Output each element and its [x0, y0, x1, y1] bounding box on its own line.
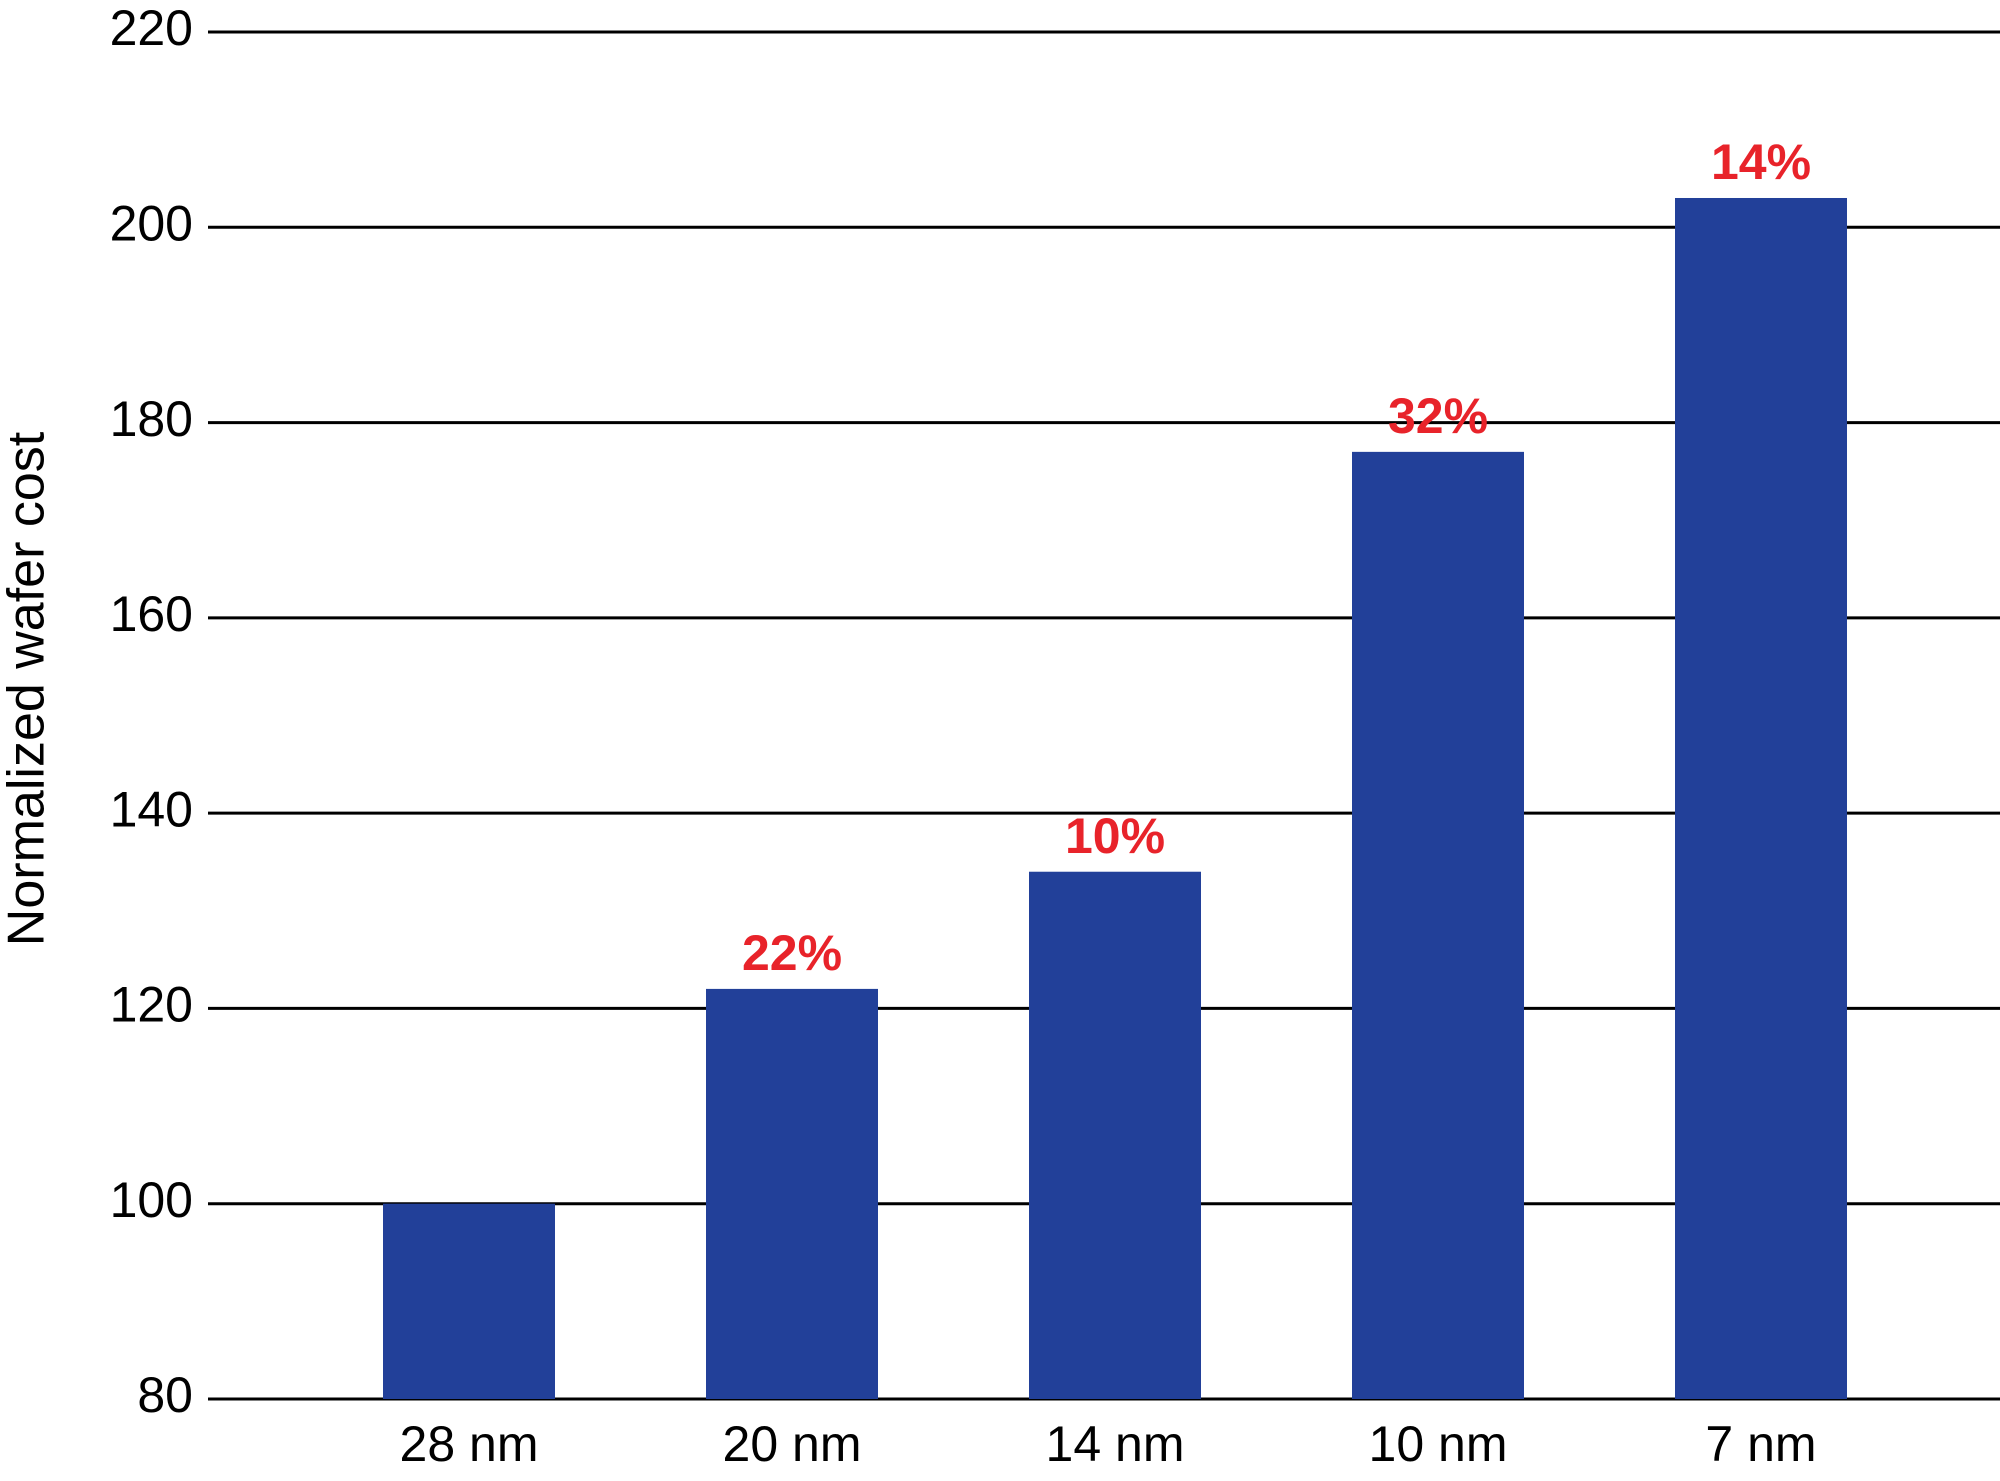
y-tick-label: 100	[110, 1172, 193, 1228]
y-tick-label: 220	[110, 0, 193, 56]
bar	[383, 1203, 555, 1399]
annotation: 10%	[1065, 808, 1165, 864]
y-tick-label: 160	[110, 586, 193, 642]
x-tick-label: 14 nm	[1046, 1416, 1185, 1472]
bar	[1029, 871, 1201, 1399]
y-tick-label: 120	[110, 977, 193, 1033]
y-tick-label: 200	[110, 195, 193, 251]
bar	[706, 988, 878, 1399]
x-tick-label: 20 nm	[723, 1416, 862, 1472]
y-tick-label: 180	[110, 391, 193, 447]
bar	[1352, 451, 1524, 1400]
y-tick-label: 140	[110, 781, 193, 837]
x-tick-label: 28 nm	[400, 1416, 539, 1472]
annotation: 14%	[1711, 134, 1811, 190]
x-tick-label: 10 nm	[1369, 1416, 1508, 1472]
y-tick-label: 80	[137, 1367, 193, 1423]
x-tick-label: 7 nm	[1705, 1416, 1816, 1472]
y-axis-label: Normalized wafer cost	[0, 431, 56, 946]
bar	[1675, 197, 1847, 1399]
annotation: 22%	[742, 925, 842, 981]
annotation: 32%	[1388, 388, 1488, 444]
